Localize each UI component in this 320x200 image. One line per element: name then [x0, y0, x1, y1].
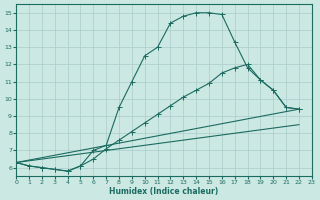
X-axis label: Humidex (Indice chaleur): Humidex (Indice chaleur)	[109, 187, 219, 196]
